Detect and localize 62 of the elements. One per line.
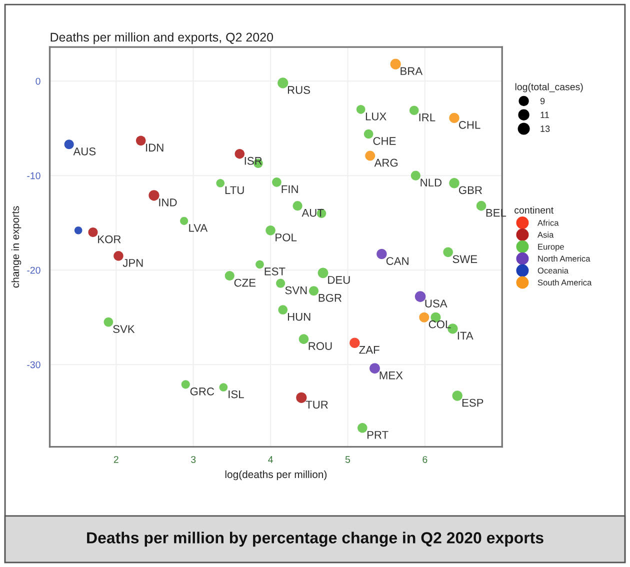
annotation: LVA — [189, 224, 208, 232]
annotation: JPN — [122, 259, 143, 267]
annotation: PRT — [367, 431, 388, 439]
chart-title: Deaths per million and exports, Q2 2020 — [50, 32, 274, 44]
legend-label: Africa — [537, 220, 559, 226]
x-tick-label: 2 — [114, 456, 118, 463]
annotation: ZAF — [359, 346, 380, 354]
annotation: SVK — [113, 325, 135, 333]
annotation: CHL — [458, 121, 480, 129]
legend-label: 9 — [540, 98, 545, 104]
legend-label: Europe — [538, 244, 564, 252]
annotation: RUS — [288, 86, 310, 94]
annotation: IRL — [419, 114, 436, 122]
annotation: SVN — [285, 286, 307, 294]
annotation: FIN — [282, 185, 298, 194]
annotation: IND — [159, 198, 177, 206]
legend-label: South America — [538, 279, 592, 286]
annotation: ESP — [462, 398, 484, 407]
y-tick-label: 0 — [36, 78, 40, 85]
x-tick-label: 6 — [422, 456, 428, 463]
annotation: MEX — [380, 372, 403, 380]
legend-label: North America — [538, 255, 590, 262]
annotation: SWE — [452, 255, 478, 264]
legend-label: Asia — [537, 232, 554, 238]
annotation: DEU — [328, 276, 350, 284]
annotation: GRC — [190, 387, 214, 396]
annotation: COL — [428, 320, 451, 328]
x-tick-label: 5 — [345, 456, 350, 463]
y-tick-label: -10 — [27, 172, 40, 180]
annotation: POL — [276, 233, 297, 242]
annotation: USA — [425, 300, 448, 308]
text: log(total_cases) — [515, 83, 583, 92]
annotation: TUR — [306, 400, 328, 409]
legend-label: 11 — [540, 112, 549, 118]
text: Deaths per million by percentage change in Q2 2020 exports — [87, 532, 544, 547]
annotation: ROU — [308, 342, 332, 350]
annotation: LUX — [366, 112, 386, 120]
y-tick-label: -20 — [27, 266, 40, 274]
annotation: NLD — [420, 178, 442, 186]
x-axis-title: log(deaths per million) — [225, 470, 327, 480]
annotation: HUN — [288, 312, 310, 321]
y-tick-label: -30 — [27, 361, 40, 368]
annotation: GBR — [458, 186, 482, 194]
x-tick-label: 4 — [268, 456, 273, 463]
annotation: CHE — [373, 137, 396, 145]
annotation: AUS — [73, 147, 96, 156]
annotation: BRA — [400, 67, 423, 75]
annotation: KOR — [98, 235, 121, 244]
y-axis-title: change in exports — [11, 206, 22, 288]
legend-label: Oceania — [538, 267, 569, 274]
legend-label: 13 — [540, 126, 550, 132]
annotation: CAN — [386, 257, 408, 265]
annotation: ITA — [458, 332, 474, 340]
annotation: CZE — [234, 278, 256, 287]
legend-title: continent — [514, 206, 554, 214]
annotation: LTU — [225, 186, 244, 194]
x-tick-label: 3 — [191, 456, 196, 463]
annotation: ARG — [374, 158, 398, 167]
annotation: BGR — [318, 294, 342, 302]
annotation: IDN — [146, 144, 164, 152]
annotation: ISL — [228, 390, 244, 398]
annotation: EST — [264, 267, 286, 276]
